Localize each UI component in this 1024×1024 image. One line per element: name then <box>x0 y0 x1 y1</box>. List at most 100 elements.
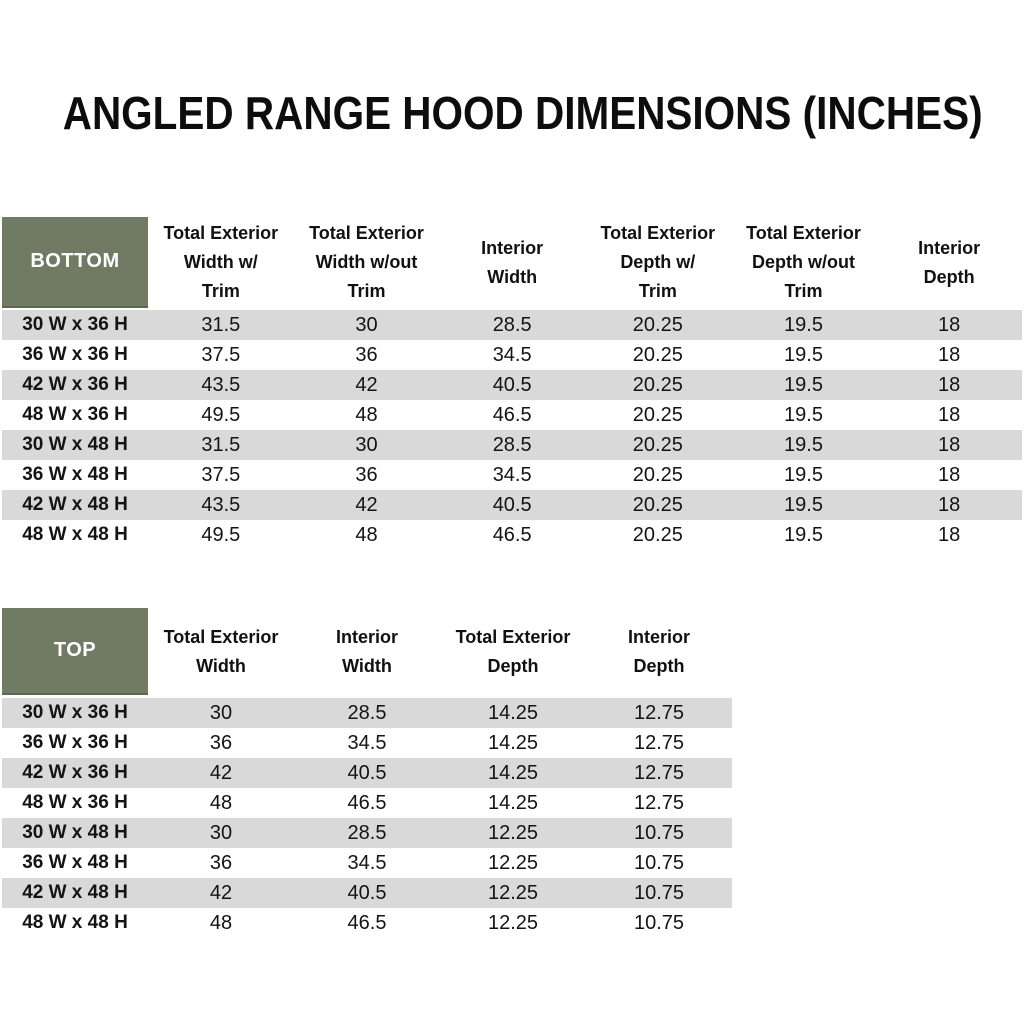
cell: 48 <box>209 791 233 814</box>
row-label: 48 W x 36 H <box>22 404 128 425</box>
bottom-table-badge: BOTTOM <box>2 217 148 308</box>
cell: 30 <box>209 821 233 844</box>
cell: 40.5 <box>347 881 387 904</box>
cell: 19.5 <box>784 403 823 426</box>
cell: 10.75 <box>633 881 685 904</box>
cell: 28.5 <box>347 821 387 844</box>
cell: 19.5 <box>784 373 823 396</box>
row-label: 36 W x 36 H <box>22 732 128 753</box>
cell: 20.25 <box>632 493 683 516</box>
cell: 18 <box>938 373 961 396</box>
page-title: ANGLED RANGE HOOD DIMENSIONS (INCHES) <box>62 87 983 139</box>
table-row: 42 W x 48 H 42 40.5 12.25 10.75 <box>2 878 732 908</box>
table-row: 48 W x 48 H 49.5 48 46.5 20.25 19.5 18 <box>2 520 1022 550</box>
column-header-total-exterior-depth: Total Exterior Depth <box>455 626 571 676</box>
cell: 20.25 <box>632 403 683 426</box>
cell: 12.75 <box>633 761 685 784</box>
cell: 14.25 <box>487 701 539 724</box>
row-label: 48 W x 48 H <box>22 912 128 933</box>
cell: 18 <box>938 523 961 546</box>
row-label: 48 W x 48 H <box>22 524 128 545</box>
cell: 46.5 <box>347 911 387 934</box>
cell: 19.5 <box>784 523 823 546</box>
cell: 10.75 <box>633 911 685 934</box>
cell: 36 <box>209 851 233 874</box>
table-row: 36 W x 48 H 36 34.5 12.25 10.75 <box>2 848 732 878</box>
cell: 20.25 <box>632 373 683 396</box>
cell: 48 <box>355 523 378 546</box>
cell: 42 <box>355 373 378 396</box>
row-label: 30 W x 36 H <box>22 702 128 723</box>
top-table-header-row: TOP Total Exterior Width Interior Width … <box>2 608 732 695</box>
table-row: 48 W x 36 H 48 46.5 14.25 12.75 <box>2 788 732 818</box>
row-label: 36 W x 48 H <box>22 464 128 485</box>
bottom-table-header-row: BOTTOM Total Exterior Width w/ Trim Tota… <box>2 217 1022 308</box>
column-header-interior-depth: Interior Depth <box>627 626 690 676</box>
cell: 30 <box>209 701 233 724</box>
cell: 12.75 <box>633 701 685 724</box>
cell: 34.5 <box>347 851 387 874</box>
column-header-total-exterior-depth-wout-trim: Total Exterior Depth w/out Trim <box>746 223 861 301</box>
cell: 14.25 <box>487 791 539 814</box>
row-label: 36 W x 48 H <box>22 852 128 873</box>
cell: 18 <box>938 343 961 366</box>
row-label: 36 W x 36 H <box>22 344 128 365</box>
cell: 18 <box>938 493 961 516</box>
bottom-dimensions-table: BOTTOM Total Exterior Width w/ Trim Tota… <box>2 217 1022 550</box>
cell: 42 <box>209 881 233 904</box>
cell: 19.5 <box>784 433 823 456</box>
cell: 34.5 <box>492 463 532 486</box>
row-label: 30 W x 36 H <box>22 314 128 335</box>
table-row: 42 W x 36 H 42 40.5 14.25 12.75 <box>2 758 732 788</box>
column-header-total-exterior-depth-w-trim: Total Exterior Depth w/ Trim <box>600 223 716 301</box>
cell: 20.25 <box>632 433 683 456</box>
cell: 40.5 <box>492 373 532 396</box>
table-row: 48 W x 36 H 49.5 48 46.5 20.25 19.5 18 <box>2 400 1022 430</box>
cell: 14.25 <box>487 731 539 754</box>
row-label: 42 W x 36 H <box>22 374 128 395</box>
table-row: 30 W x 48 H 31.5 30 28.5 20.25 19.5 18 <box>2 430 1022 460</box>
table-row: 48 W x 48 H 48 46.5 12.25 10.75 <box>2 908 732 938</box>
table-row: 30 W x 48 H 30 28.5 12.25 10.75 <box>2 818 732 848</box>
cell: 18 <box>938 313 961 336</box>
cell: 30 <box>355 313 378 336</box>
cell: 12.25 <box>487 881 539 904</box>
top-dimensions-table: TOP Total Exterior Width Interior Width … <box>2 608 732 938</box>
cell: 37.5 <box>201 343 241 366</box>
table-row: 36 W x 36 H 36 34.5 14.25 12.75 <box>2 728 732 758</box>
cell: 34.5 <box>347 731 387 754</box>
column-header-interior-width: Interior Width <box>481 237 544 287</box>
cell: 18 <box>938 403 961 426</box>
cell: 42 <box>209 761 233 784</box>
cell: 49.5 <box>201 523 241 546</box>
cell: 20.25 <box>632 463 683 486</box>
cell: 30 <box>355 433 378 456</box>
cell: 12.25 <box>487 821 539 844</box>
cell: 31.5 <box>201 313 241 336</box>
cell: 19.5 <box>784 493 823 516</box>
column-header-total-exterior-width-wout-trim: Total Exterior Width w/out Trim <box>309 223 424 301</box>
cell: 19.5 <box>784 343 823 366</box>
row-label: 42 W x 48 H <box>22 882 128 903</box>
cell: 19.5 <box>784 313 823 336</box>
cell: 10.75 <box>633 851 685 874</box>
cell: 10.75 <box>633 821 685 844</box>
table-row: 36 W x 36 H 37.5 36 34.5 20.25 19.5 18 <box>2 340 1022 370</box>
cell: 42 <box>355 493 378 516</box>
cell: 34.5 <box>492 343 532 366</box>
cell: 43.5 <box>201 493 241 516</box>
cell: 36 <box>209 731 233 754</box>
cell: 28.5 <box>492 313 532 336</box>
row-label: 42 W x 36 H <box>22 762 128 783</box>
cell: 37.5 <box>201 463 241 486</box>
cell: 19.5 <box>784 463 823 486</box>
cell: 12.75 <box>633 731 685 754</box>
cell: 12.25 <box>487 851 539 874</box>
table-row: 42 W x 36 H 43.5 42 40.5 20.25 19.5 18 <box>2 370 1022 400</box>
row-label: 42 W x 48 H <box>22 494 128 515</box>
cell: 12.25 <box>487 911 539 934</box>
cell: 20.25 <box>632 343 683 366</box>
table-row: 36 W x 48 H 37.5 36 34.5 20.25 19.5 18 <box>2 460 1022 490</box>
cell: 40.5 <box>347 761 387 784</box>
